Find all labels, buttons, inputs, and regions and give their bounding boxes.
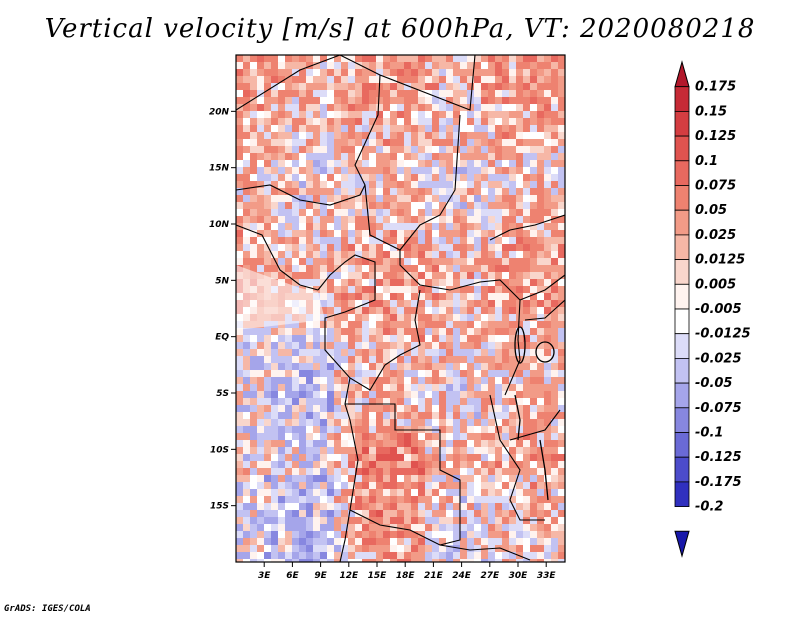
y-tick-label: 20N [209, 107, 230, 117]
x-tick-label: 6E [286, 571, 299, 581]
x-tick-label: 27E [480, 571, 500, 581]
x-tick-label: 21E [424, 571, 444, 581]
lake-outlines [514, 326, 555, 501]
colorbar-swatch [674, 86, 690, 112]
colorbar-swatch [674, 234, 690, 260]
x-tick-label: 24E [452, 571, 472, 581]
colorbar-label: 0.125 [695, 129, 736, 144]
colorbar-label: 0.005 [695, 277, 736, 292]
colorbar-swatch [674, 209, 690, 236]
colorbar-label: -0.2 [695, 500, 723, 515]
colorbar-label: -0.1 [695, 426, 723, 441]
colorbar-top-arrow [674, 60, 690, 88]
colorbar-label: 0.175 [695, 80, 736, 95]
x-tick-label: 3E [258, 571, 271, 581]
colorbar-swatch [674, 357, 690, 384]
colorbar-label: -0.075 [695, 401, 742, 416]
colorbar-label: 0.075 [695, 179, 736, 194]
colorbar-swatch [674, 185, 690, 211]
colorbar-swatch [674, 382, 690, 409]
colorbar-label: -0.0125 [695, 327, 751, 342]
x-tick-label: 12E [339, 571, 359, 581]
colorbar-label: -0.125 [695, 450, 742, 465]
colorbar-label: -0.175 [695, 475, 742, 490]
colorbar-label: 0.025 [695, 228, 736, 243]
vertical-velocity-field [236, 55, 565, 562]
colorbar-label: 0.0125 [695, 253, 745, 268]
colorbar-bottom-arrow [674, 530, 690, 558]
colorbar-swatch [674, 135, 690, 162]
x-tick-label: 33E [537, 571, 557, 581]
y-tick-label: 15S [210, 502, 229, 512]
country-borders [236, 55, 565, 562]
y-tick-label: EQ [215, 333, 229, 343]
colorbar-label: -0.005 [695, 302, 742, 317]
y-tick-label: 15N [209, 164, 230, 174]
colorbar: 0.175 0.15 0.125 0.1 0.075 0.05 0.025 0.0125 0.0… [674, 60, 751, 558]
grads-credit: GrADS: IGES/COLA [4, 604, 91, 614]
colorbar-swatch [674, 259, 690, 285]
y-tick-label: 5N [215, 276, 229, 286]
colorbar-swatch [674, 308, 690, 335]
colorbar-swatch [674, 432, 690, 458]
colorbar-swatch [674, 407, 690, 433]
colorbar-swatch [674, 456, 690, 483]
colorbar-swatch [674, 333, 690, 359]
colorbar-label: 0.15 [695, 104, 727, 119]
x-axis: 3E 6E 9E 12E 15E 18E 21E 24E 27E 30E 33E [258, 562, 556, 581]
map-frame [235, 54, 566, 563]
y-tick-label: 5S [216, 389, 229, 399]
colorbar-swatch [674, 481, 690, 507]
x-tick-label: 30E [509, 571, 529, 581]
chart-title: Vertical velocity [m/s] at 600hPa, VT: 2… [44, 14, 756, 44]
x-tick-label: 9E [314, 571, 327, 581]
y-tick-label: 10S [210, 445, 229, 455]
x-tick-label: 15E [368, 571, 388, 581]
chart-svg: 3E 6E 9E 12E 15E 18E 21E 24E 27E 30E 33E 20N 15N 10N… [209, 54, 751, 581]
colorbar-label: -0.025 [695, 351, 742, 366]
y-tick-label: 10N [209, 220, 230, 230]
colorbar-label: 0.1 [695, 154, 718, 169]
colorbar-swatch [674, 283, 690, 310]
colorbar-label: 0.05 [695, 203, 727, 218]
colorbar-swatch [674, 160, 690, 186]
colorbar-label: -0.05 [695, 376, 732, 391]
y-axis: 20N 15N 10N 5N EQ 5S 10S 15S [209, 107, 236, 512]
x-tick-label: 18E [396, 571, 416, 581]
colorbar-swatch [674, 111, 690, 137]
